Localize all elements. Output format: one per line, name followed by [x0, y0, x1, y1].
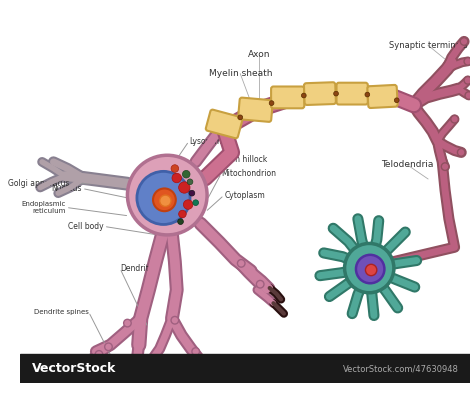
Circle shape: [269, 101, 274, 105]
Circle shape: [140, 381, 147, 389]
Circle shape: [203, 360, 211, 368]
Circle shape: [183, 200, 193, 209]
Text: Telodendria: Telodendria: [381, 160, 433, 169]
FancyBboxPatch shape: [304, 82, 336, 105]
Circle shape: [160, 195, 171, 206]
Circle shape: [363, 264, 370, 272]
Text: Myelin sheath: Myelin sheath: [209, 69, 272, 78]
Circle shape: [189, 190, 195, 196]
Text: Cytoplasm: Cytoplasm: [224, 191, 265, 200]
Circle shape: [128, 155, 207, 235]
FancyBboxPatch shape: [206, 110, 243, 138]
Circle shape: [345, 243, 394, 293]
Circle shape: [182, 171, 190, 178]
Circle shape: [192, 348, 200, 355]
Circle shape: [178, 219, 183, 224]
Circle shape: [365, 264, 377, 275]
Text: Dendrite: Dendrite: [120, 264, 154, 273]
Text: Endoplasmic
reticulum: Endoplasmic reticulum: [21, 201, 66, 214]
Circle shape: [464, 77, 472, 84]
Text: Axon: Axon: [248, 50, 271, 59]
Circle shape: [394, 98, 399, 103]
Circle shape: [95, 351, 103, 358]
Circle shape: [179, 182, 190, 193]
Circle shape: [301, 93, 306, 98]
Text: Lysosome: Lysosome: [189, 136, 226, 145]
FancyBboxPatch shape: [337, 83, 368, 105]
Circle shape: [460, 38, 468, 45]
Circle shape: [137, 171, 190, 224]
Circle shape: [334, 91, 338, 96]
Circle shape: [172, 173, 182, 183]
Circle shape: [124, 319, 131, 327]
Text: Cell body: Cell body: [68, 222, 104, 231]
Circle shape: [356, 255, 384, 283]
Text: Synaptic terminals: Synaptic terminals: [389, 40, 467, 50]
Circle shape: [193, 200, 199, 206]
Circle shape: [365, 92, 370, 97]
Circle shape: [187, 179, 193, 185]
Circle shape: [179, 210, 186, 218]
Text: Golgi apparatus: Golgi apparatus: [8, 179, 70, 188]
Text: Mitochondrion: Mitochondrion: [221, 169, 276, 178]
Text: Dendrite spines: Dendrite spines: [34, 309, 89, 315]
Circle shape: [237, 259, 245, 267]
Circle shape: [451, 116, 458, 123]
Bar: [20, 354, 470, 383]
Circle shape: [238, 115, 243, 120]
FancyBboxPatch shape: [367, 85, 398, 108]
Circle shape: [256, 281, 264, 288]
Circle shape: [211, 377, 219, 385]
Circle shape: [171, 165, 179, 172]
FancyBboxPatch shape: [238, 97, 273, 122]
FancyBboxPatch shape: [271, 86, 304, 108]
Circle shape: [457, 149, 465, 156]
Text: VectorStock.com/47630948: VectorStock.com/47630948: [343, 364, 458, 373]
Text: VectorStock: VectorStock: [32, 362, 116, 375]
Text: Nucleus: Nucleus: [51, 184, 82, 193]
Circle shape: [171, 316, 179, 324]
Circle shape: [105, 343, 112, 351]
Text: Axon hillock: Axon hillock: [221, 156, 267, 165]
Circle shape: [441, 163, 449, 171]
Circle shape: [465, 92, 473, 99]
Circle shape: [464, 58, 472, 65]
Circle shape: [153, 188, 176, 211]
